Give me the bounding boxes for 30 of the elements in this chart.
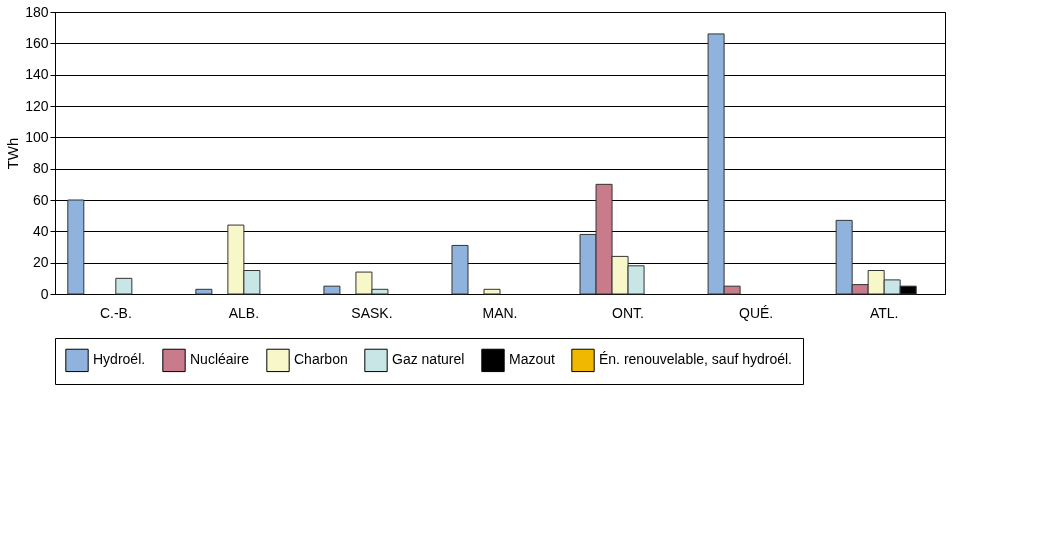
- y-tick-label: 40: [32, 222, 49, 239]
- y-tick-label: 160: [25, 34, 49, 51]
- y-tick-label: 0: [40, 285, 49, 302]
- legend-label: Mazout: [509, 351, 556, 368]
- y-tick-label: 20: [32, 254, 49, 271]
- bar: [451, 244, 469, 295]
- legend-label: Nucléaire: [190, 351, 250, 368]
- y-tick-label: 120: [25, 97, 49, 114]
- legend-label: Gaz naturel: [392, 351, 465, 368]
- y-axis-title: TWh: [4, 137, 22, 170]
- y-tick-label: 180: [25, 3, 49, 20]
- x-tick-label: MAN.: [482, 304, 518, 321]
- bar: [195, 288, 213, 295]
- legend-label: Charbon: [294, 351, 348, 368]
- x-tick-label: QUÉ.: [739, 304, 774, 321]
- x-tick-label: ONT.: [612, 304, 644, 321]
- bar: [323, 285, 341, 295]
- bar: [67, 199, 85, 295]
- y-tick-label: 140: [25, 66, 49, 83]
- x-tick-label: SASK.: [351, 304, 393, 321]
- bar: [483, 288, 501, 295]
- bar: [115, 277, 133, 295]
- legend-label: Hydroél.: [93, 351, 146, 368]
- x-tick-label: ATL.: [869, 304, 899, 321]
- y-tick-label: 100: [25, 128, 49, 145]
- y-tick-label: 80: [32, 160, 49, 177]
- x-tick-label: C.-B.: [99, 304, 132, 321]
- y-tick-label: 60: [32, 191, 49, 208]
- x-tick-label: ALB.: [228, 304, 260, 321]
- legend-label: Én. renouvelable, sauf hydroél.: [599, 351, 793, 368]
